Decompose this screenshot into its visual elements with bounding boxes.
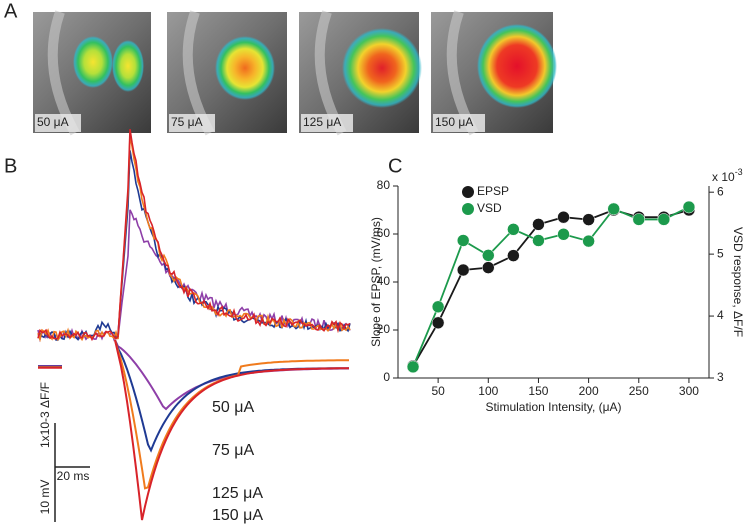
scale-bars	[54, 423, 90, 522]
legend-marker	[462, 203, 474, 215]
scale-label: 10 mV	[38, 480, 52, 515]
trace-label: 125 μA	[212, 485, 263, 502]
image-label: 75 μA	[171, 115, 203, 129]
x-tick-label: 300	[679, 384, 699, 398]
y-tick-label: 0	[383, 370, 390, 384]
y-axis-label: Slope of EPSP, (mV/ms)	[369, 217, 383, 347]
trace-label: 150 μA	[212, 507, 263, 524]
x-tick-label: 150	[528, 384, 548, 398]
point	[557, 210, 570, 224]
y2-tick-label: 6	[717, 184, 724, 198]
y-tick-label: 20	[377, 322, 391, 336]
panel-label: B	[4, 155, 17, 177]
multiplier-base: x 10	[712, 170, 735, 184]
image-label: 150 μA	[435, 115, 473, 129]
trace	[38, 339, 349, 490]
point	[507, 249, 520, 262]
scale-label: 20 ms	[57, 469, 90, 483]
trace	[37, 209, 351, 343]
point	[456, 234, 470, 247]
axis-multiplier: x 10-3	[712, 167, 743, 184]
x-tick-label: 250	[629, 384, 649, 398]
series-line	[412, 209, 690, 367]
image	[431, 10, 557, 136]
image-label: 50 μA	[37, 115, 69, 129]
y2-tick-label: 5	[717, 246, 724, 260]
y-tick-label: 60	[377, 226, 391, 240]
legend-marker	[462, 186, 474, 198]
scale-label: 1x10-3 ΔF/F	[38, 382, 52, 448]
x-tick-label: 50	[431, 384, 445, 398]
trace-label: 75 μA	[212, 442, 254, 459]
panel-label: A	[4, 0, 18, 22]
x-axis-label: Stimulation Intensity, (μA)	[485, 400, 621, 414]
x-tick-label: 200	[579, 384, 599, 398]
point	[482, 249, 495, 262]
legend-label: VSD	[477, 201, 502, 215]
point	[607, 202, 620, 216]
trace	[37, 135, 351, 343]
panel-label: C	[388, 155, 402, 177]
x-tick-label: 100	[478, 384, 498, 398]
trace-label: 50 μA	[212, 399, 254, 416]
point	[482, 261, 495, 274]
point	[431, 300, 445, 314]
point	[456, 263, 470, 277]
legend-label: EPSP	[477, 184, 509, 198]
y-tick-label: 80	[377, 178, 391, 192]
image	[33, 10, 151, 136]
point	[557, 228, 570, 241]
image	[299, 10, 422, 136]
trace	[38, 339, 350, 521]
y2-tick-label: 4	[717, 308, 724, 322]
point	[507, 223, 520, 236]
trace	[38, 339, 349, 453]
point	[632, 213, 646, 226]
point	[532, 218, 545, 231]
point	[582, 213, 595, 226]
image-label: 125 μA	[303, 115, 341, 129]
point	[657, 213, 671, 226]
point	[406, 360, 420, 374]
trace	[37, 128, 351, 342]
point	[682, 200, 696, 214]
image	[167, 10, 287, 136]
y2-tick-label: 3	[717, 370, 724, 384]
multiplier-exponent: -3	[735, 167, 743, 177]
point	[431, 316, 445, 330]
y-tick-label: 40	[377, 274, 391, 288]
trace	[37, 150, 351, 341]
y2-axis-label: VSD response, ΔF/F	[731, 227, 745, 337]
point	[532, 234, 545, 247]
point	[582, 234, 595, 248]
